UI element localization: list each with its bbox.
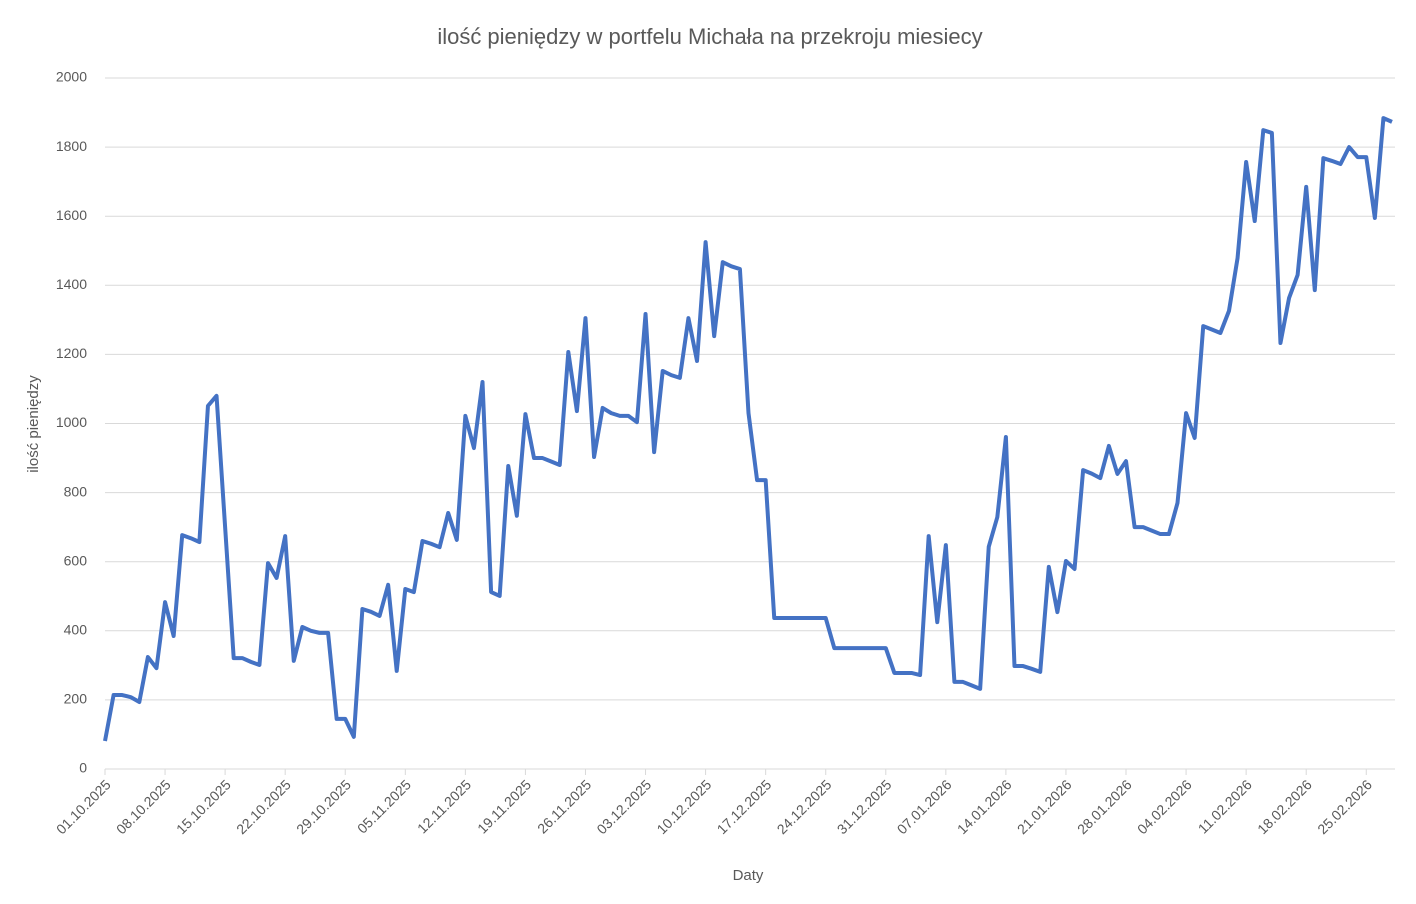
y-tick-label: 1200	[56, 345, 87, 361]
x-tick-label: 11.02.2026	[1195, 776, 1255, 836]
x-tick-label: 18.02.2026	[1254, 776, 1315, 837]
x-tick-label: 07.01.2026	[894, 776, 955, 837]
y-axis-label: ilość pieniędzy	[25, 375, 42, 473]
x-tick-label: 10.12.2025	[653, 776, 714, 837]
x-tick-label: 14.01.2026	[954, 776, 1015, 837]
x-tick-label: 19.11.2025	[474, 776, 534, 836]
x-tick-label: 22.10.2025	[233, 776, 294, 837]
x-tick-label: 31.12.2025	[834, 776, 895, 837]
x-tick-label: 08.10.2025	[113, 776, 174, 837]
y-tick-label: 800	[64, 483, 88, 499]
y-tick-label: 1600	[56, 207, 87, 223]
x-tick-label: 03.12.2025	[593, 776, 654, 837]
x-axis-label: Daty	[733, 867, 764, 884]
x-tick-label: 17.12.2025	[714, 776, 775, 837]
y-tick-label: 200	[64, 691, 88, 707]
x-tick-label: 26.11.2025	[534, 776, 594, 836]
y-tick-label: 0	[79, 760, 87, 776]
x-tick-label: 25.02.2026	[1314, 776, 1375, 837]
y-tick-label: 600	[64, 552, 88, 568]
y-tick-label: 1400	[56, 276, 87, 292]
x-tick-label: 28.01.2026	[1074, 776, 1135, 837]
x-tick-label: 01.10.2025	[53, 776, 114, 837]
x-tick-label: 05.11.2025	[354, 776, 414, 836]
x-tick-label: 12.11.2025	[414, 776, 474, 836]
x-tick-label: 04.02.2026	[1134, 776, 1195, 837]
y-tick-label: 2000	[56, 69, 87, 85]
x-tick-label: 29.10.2025	[293, 776, 354, 837]
x-tick-label: 21.01.2026	[1014, 776, 1075, 837]
y-tick-label: 400	[64, 622, 88, 638]
x-tick-label: 15.10.2025	[173, 776, 234, 837]
data-line	[103, 116, 1393, 742]
chart-title: ilość pieniędzy w portfelu Michała na pr…	[437, 24, 982, 49]
x-tick-label: 24.12.2025	[774, 776, 835, 837]
y-tick-label: 1000	[56, 414, 87, 430]
y-tick-label: 1800	[56, 138, 87, 154]
